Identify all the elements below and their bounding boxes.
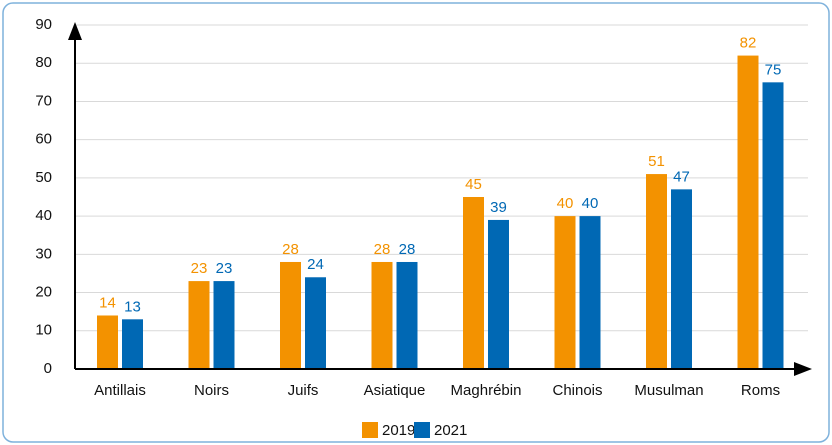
bar [646, 174, 667, 369]
value-label: 13 [124, 298, 141, 315]
bar [371, 261, 393, 369]
value-label: 39 [490, 199, 507, 216]
value-label: 28 [374, 241, 391, 258]
value-label: 28 [282, 241, 299, 258]
y-tick-label: 20 [35, 284, 52, 301]
value-label: 24 [307, 256, 324, 273]
value-label: 28 [399, 241, 416, 258]
value-label: 23 [216, 260, 233, 277]
x-tick-label: Musulman [634, 382, 703, 399]
legend-label: 2019 [382, 422, 415, 439]
value-label: 45 [465, 176, 482, 193]
x-tick-label: Juifs [288, 382, 319, 399]
bar [188, 281, 210, 369]
value-label: 51 [648, 153, 665, 170]
y-tick-label: 90 [35, 16, 52, 33]
y-tick-label: 60 [35, 131, 52, 148]
bar [213, 281, 235, 369]
bar [488, 219, 509, 369]
y-tick-label: 30 [35, 245, 52, 262]
bar [305, 277, 326, 369]
x-tick-label: Chinois [552, 382, 602, 399]
value-label: 75 [765, 61, 782, 78]
bar [737, 55, 759, 369]
y-tick-label: 50 [35, 169, 52, 186]
bar [762, 82, 784, 369]
y-tick-label: 40 [35, 207, 52, 224]
bar [122, 319, 143, 369]
y-tick-label: 70 [35, 92, 52, 109]
x-tick-label: Maghrébin [451, 382, 522, 399]
bar [671, 189, 692, 369]
x-tick-label: Antillais [94, 382, 146, 399]
legend-swatch [414, 422, 430, 438]
x-tick-label: Noirs [194, 382, 229, 399]
x-tick-label: Asiatique [364, 382, 426, 399]
y-tick-label: 80 [35, 54, 52, 71]
x-axis-arrow [794, 362, 812, 376]
bar [554, 216, 576, 369]
value-label: 40 [557, 195, 574, 212]
y-axis-arrow [68, 22, 82, 40]
value-label: 23 [191, 260, 208, 277]
value-label: 14 [99, 294, 116, 311]
bar [280, 261, 301, 369]
legend-label: 2021 [434, 422, 467, 439]
y-tick-label: 0 [44, 360, 52, 377]
value-label: 40 [582, 195, 599, 212]
value-label: 82 [740, 35, 757, 52]
value-label: 47 [673, 168, 690, 185]
y-tick-label: 10 [35, 322, 52, 339]
bar [463, 197, 484, 369]
bar [396, 261, 418, 369]
bar [97, 315, 118, 369]
bar [579, 216, 601, 369]
x-tick-label: Roms [741, 382, 780, 399]
legend-swatch [362, 422, 378, 438]
